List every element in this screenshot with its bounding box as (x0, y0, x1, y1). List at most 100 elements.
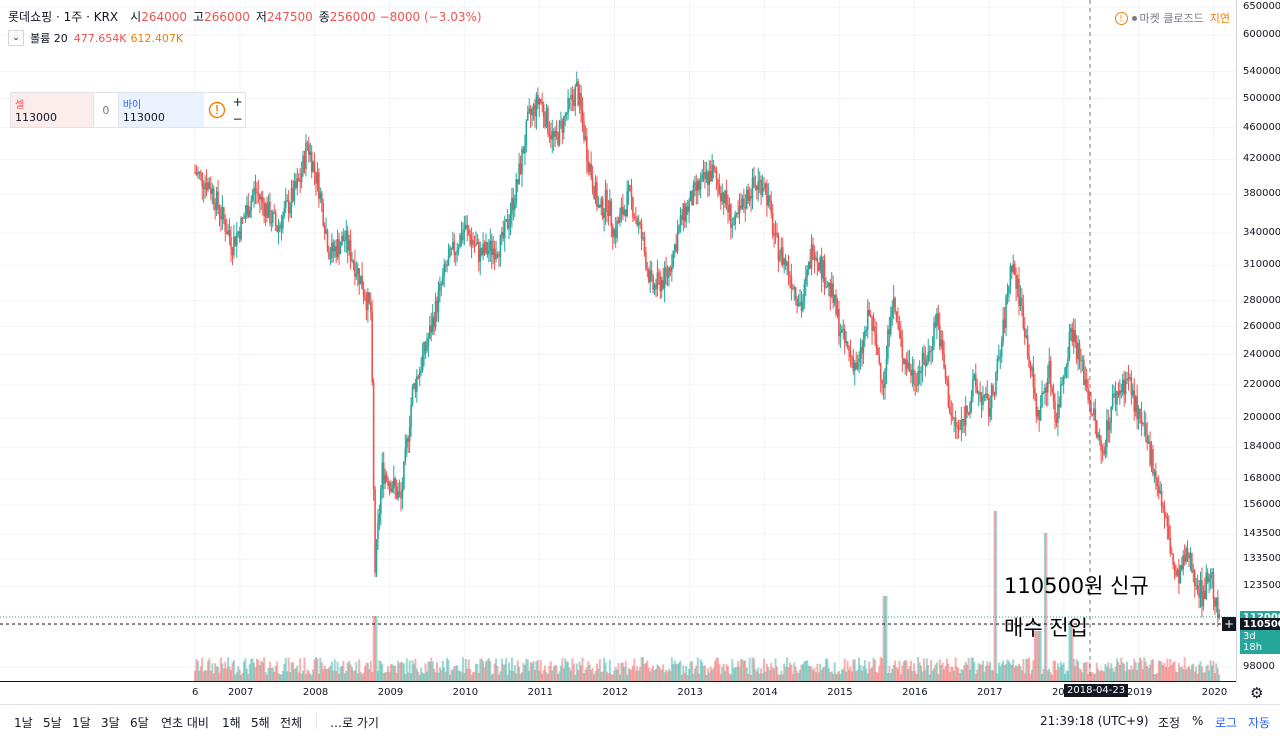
range-6m[interactable]: 6달 (130, 716, 149, 730)
text-annotation[interactable]: 110500원 신규 매수 진입 (1004, 565, 1149, 649)
volume-bar (780, 670, 783, 681)
range-1m[interactable]: 1달 (72, 716, 91, 730)
candle-body (635, 217, 637, 219)
volume-bar (499, 671, 502, 681)
symbol-title[interactable]: 롯데쇼핑 · 1주 · KRX (8, 10, 119, 24)
volume-bar (721, 666, 724, 681)
candle-body (1061, 384, 1064, 386)
candle-body (647, 269, 650, 282)
candle-body (1120, 390, 1123, 393)
volume-bar (1183, 657, 1186, 681)
range-5y[interactable]: 5해 (251, 716, 270, 730)
range-all[interactable]: 전체 (280, 716, 303, 730)
candle-body (358, 268, 361, 285)
volume-bar (559, 665, 562, 681)
candle-body (645, 251, 647, 269)
quantity-minus-button[interactable]: − (232, 111, 243, 126)
candle-body (1209, 574, 1212, 579)
candle-body (496, 254, 499, 257)
candle-body (1162, 506, 1164, 509)
candle-body (951, 416, 954, 419)
candle-body (969, 404, 971, 415)
candle-body (1202, 590, 1205, 607)
auto-toggle[interactable]: 자동 (1248, 716, 1271, 730)
price-tick-label: 184000 (1243, 441, 1280, 453)
candle-body (930, 351, 932, 352)
candle-body (492, 248, 494, 256)
divider (316, 713, 317, 729)
volume-bar (937, 674, 940, 681)
candle-body (388, 482, 391, 486)
candle-body (598, 205, 601, 208)
range-3m[interactable]: 3달 (101, 716, 120, 730)
candle-body (721, 192, 724, 202)
candle-body (326, 230, 329, 251)
price-scale[interactable]: 650000 600000 540000 500000 460000 420000 3800… (1236, 0, 1280, 681)
candle-body (514, 202, 516, 210)
volume-bar (784, 667, 787, 681)
volume-bar (1140, 659, 1143, 681)
add-plus-icon[interactable]: + (1222, 617, 1236, 631)
range-1d[interactable]: 1날 (14, 716, 33, 730)
settings-gear-icon[interactable]: ⚙ (1250, 684, 1264, 702)
candle-body (261, 196, 264, 203)
volume-bar (1022, 659, 1025, 681)
candle-body (851, 356, 853, 358)
candle-body (925, 362, 928, 366)
log-toggle[interactable]: 로그 (1215, 716, 1238, 730)
market-status[interactable]: ! 마켓 클로즈드 지연 (1114, 10, 1230, 26)
candle-body (1163, 508, 1166, 515)
range-1y[interactable]: 1해 (222, 716, 241, 730)
volume-bar (653, 670, 656, 681)
candle-body (319, 192, 322, 199)
candle-body (617, 220, 620, 223)
volume-bar (228, 666, 231, 681)
clock-time[interactable]: 21:39:18 (UTC+9) (1040, 714, 1149, 728)
volume-bar (667, 668, 670, 681)
candle-body (940, 339, 943, 347)
volume-bar (979, 664, 982, 681)
volume-bar (886, 673, 889, 681)
adjust-toggle[interactable]: 조정 (1158, 716, 1181, 730)
goto-date-button[interactable]: …로 가기 (330, 716, 379, 730)
range-ytd[interactable]: 연초 대비 (161, 716, 209, 730)
candle-body (224, 219, 227, 232)
candle-body (593, 188, 595, 200)
volume-bar (1108, 668, 1111, 681)
buy-button[interactable]: 바이 113000 (118, 93, 205, 127)
range-5d[interactable]: 5날 (43, 716, 62, 730)
volume-bar (1033, 631, 1036, 681)
candle-body (972, 379, 974, 397)
volume-bar (247, 673, 250, 681)
info-icon[interactable] (204, 93, 230, 127)
collapse-chevron-icon[interactable]: ⌄ (8, 30, 24, 46)
candle-body (688, 201, 690, 212)
volume-bar (315, 657, 318, 681)
candle-body (430, 325, 433, 333)
volume-bar (277, 673, 280, 681)
volume-label[interactable]: 볼륨 20 (30, 32, 68, 45)
candle-body (1193, 570, 1196, 586)
quantity-plus-button[interactable]: + (232, 94, 243, 109)
candle-body (325, 230, 327, 234)
volume-bar (1141, 668, 1144, 681)
sell-button[interactable]: 셀 113000 (11, 93, 93, 127)
current-price-tag: 110500 (1240, 618, 1280, 631)
percent-toggle[interactable]: % (1192, 714, 1204, 728)
candle-body (1012, 263, 1015, 273)
volume-bar (533, 670, 536, 681)
volume-bar (1211, 665, 1214, 681)
volume-bar (911, 671, 914, 681)
volume-bar (994, 511, 997, 681)
volume-bar (646, 660, 649, 681)
time-scale[interactable]: 6 2007 2008 2009 2010 2011 2012 2013 2014 2015 201… (0, 681, 1236, 705)
price-tick-label: 143500 (1243, 527, 1280, 539)
volume-bar (523, 664, 526, 681)
candle-body (705, 171, 708, 180)
candle-body (414, 383, 417, 392)
chart-pane[interactable] (0, 0, 1236, 681)
candle-body (405, 438, 408, 448)
candle-body (995, 372, 997, 395)
candle-body (1058, 404, 1061, 408)
volume-bar (577, 670, 580, 681)
